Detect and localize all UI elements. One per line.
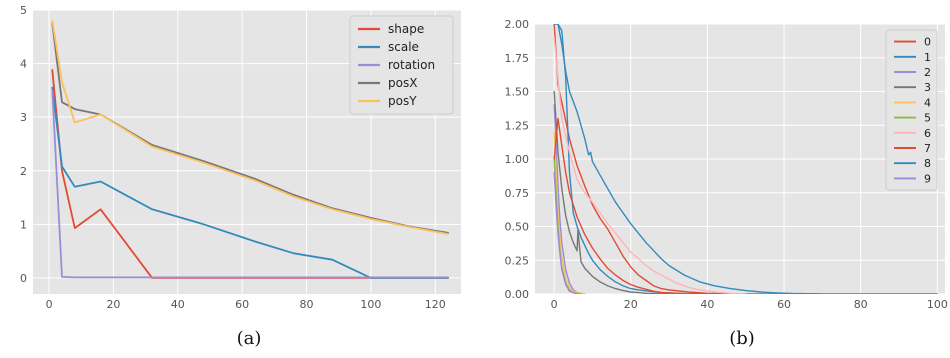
y-tick-label: 3 [20,111,27,124]
chart-a: 0 20 40 60 80 100 120 0 1 2 3 4 5 shape scale rotation p… [20,4,461,311]
x-tick-label: 100 [927,298,948,311]
legend-box [349,15,454,115]
series-line-posY [51,19,450,235]
legend-label: 3 [924,81,931,94]
x-tick-label: 60 [235,298,249,311]
legend-label: 1 [924,51,931,64]
y-tick-label: 1.75 [505,52,530,65]
y-tick-label: 1.50 [505,86,530,99]
series-line-7 [553,117,709,294]
x-tick-label: 80 [854,298,868,311]
x-tick-label: 20 [624,298,638,311]
x-tick-label: 80 [300,298,314,311]
series-line-posX [51,22,450,234]
chart-b: 0 20 40 60 80 1000.000.250.500.751.001.251.50… [505,18,948,311]
series-line-1 [553,24,824,294]
legend-label: rotation [388,58,435,72]
y-tick-label: 1.00 [505,153,530,166]
x-tick-label: 120 [425,298,446,311]
legend-label: shape [388,22,424,36]
series-line-4 [553,131,586,294]
caption-b: (b) [729,328,755,349]
legend-box [885,29,938,191]
x-tick-label: 0 [551,298,558,311]
series-lines [51,19,450,279]
y-tick-label: 2.00 [505,18,530,31]
legend-label: 5 [924,112,931,125]
legend: 0 1 2 3 4 5 6 7 8 9 [885,29,938,191]
y-tick-label: 0.25 [505,254,530,267]
x-tick-label: 0 [46,298,53,311]
y-tick-label: 1 [20,218,27,231]
legend-label: 6 [924,127,931,140]
series-line-scale [51,86,450,279]
y-tick-label: 0.75 [505,187,530,200]
legend-label: 7 [924,142,931,155]
series-line-0 [553,24,747,294]
x-tick-label: 20 [106,298,120,311]
legend-label: 4 [924,96,931,109]
legend-label: 9 [924,172,931,185]
y-tick-label: 0.00 [505,288,530,301]
caption-a: (a) [237,328,262,349]
series-line-6 [553,36,747,294]
legend: shape scale rotation posX posY [349,15,454,115]
series-line-rotation [51,89,450,279]
legend-label: 0 [924,36,931,49]
y-tick-label: 0.50 [505,221,530,234]
x-tick-label: 100 [360,298,381,311]
x-tick-label: 60 [777,298,791,311]
series-line-8 [557,24,938,294]
legend-label: posY [388,94,417,108]
y-tick-label: 0 [20,272,27,285]
x-tick-label: 40 [700,298,714,311]
legend-label: 8 [924,157,931,170]
y-tick-label: 1.25 [505,119,530,132]
legend-label: 2 [924,66,931,79]
series-line-3 [553,90,678,294]
series-line-9 [553,171,578,294]
x-tick-label: 40 [171,298,185,311]
legend-label: posX [388,76,417,90]
y-tick-label: 4 [20,58,27,71]
y-tick-label: 2 [20,165,27,178]
legend-label: scale [388,40,419,54]
y-tick-label: 5 [20,4,27,17]
series-lines [553,24,938,294]
